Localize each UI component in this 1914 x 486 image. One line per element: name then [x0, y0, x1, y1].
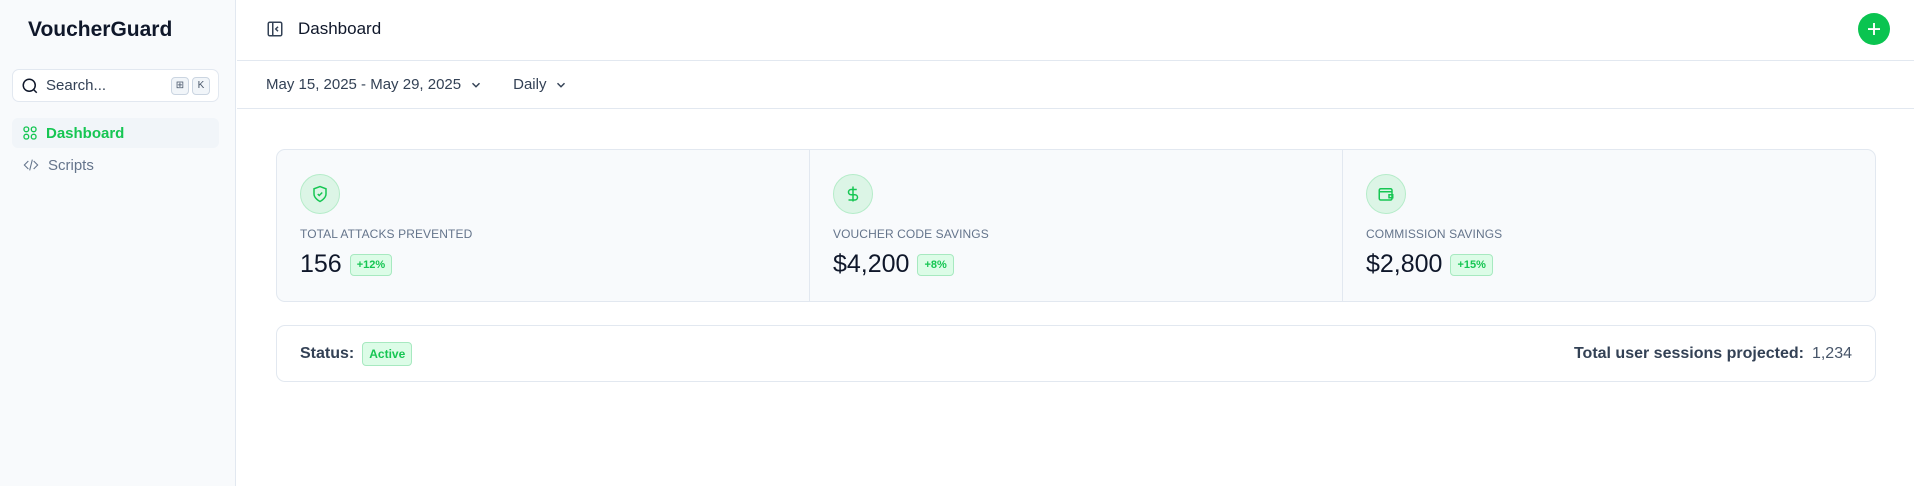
add-button[interactable] [1858, 13, 1890, 45]
stat-card-attacks: TOTAL ATTACKS PREVENTED 156 +12% [277, 150, 810, 301]
change-badge: +15% [1450, 253, 1493, 276]
stat-card-commission-savings: COMMISSION SAVINGS $2,800 +15% [1343, 150, 1875, 301]
shortcut-key-meta: ⊞ [171, 76, 189, 95]
stats-panel: TOTAL ATTACKS PREVENTED 156 +12% VOUCHER … [276, 149, 1876, 302]
date-range-picker[interactable]: May 15, 2025 - May 29, 2025 [266, 76, 483, 93]
stat-value: $4,200 [833, 250, 910, 278]
sidebar-toggle-icon[interactable] [266, 20, 284, 38]
search-input[interactable]: Search... ⊞ K [12, 69, 219, 102]
stat-icon-badge [833, 174, 873, 214]
stat-icon-badge [1366, 174, 1406, 214]
search-placeholder: Search... [46, 77, 107, 94]
interval-select[interactable]: Daily [513, 76, 568, 93]
grid-icon [23, 126, 37, 140]
status-label: Status: [300, 344, 355, 362]
change-badge: +8% [917, 253, 954, 276]
wallet-icon [1378, 188, 1394, 201]
chevron-down-icon [557, 82, 566, 88]
dollar-icon [847, 186, 859, 202]
stat-value: $2,800 [1366, 250, 1443, 278]
status-badge: Active [362, 341, 413, 366]
sidebar-item-dashboard[interactable]: Dashboard [12, 118, 219, 148]
sessions-label: Total user sessions projected: [1573, 344, 1804, 362]
change-badge: +12% [349, 253, 393, 276]
sidebar: VoucherGuard Search... ⊞ K Dashboard Scr… [0, 0, 236, 486]
stat-label: VOUCHER CODE SAVINGS [833, 227, 989, 241]
shield-check-icon [313, 185, 327, 203]
plus-icon [1868, 23, 1880, 35]
date-range-label: May 15, 2025 - May 29, 2025 [266, 76, 462, 93]
sidebar-item-scripts[interactable]: Scripts [12, 150, 219, 180]
code-icon [23, 159, 39, 171]
stat-value: 156 [300, 250, 342, 278]
sessions-value: 1,234 [1811, 344, 1852, 362]
sidebar-item-label: Dashboard [46, 124, 125, 142]
stat-label: COMMISSION SAVINGS [1366, 227, 1503, 241]
status-panel: Status: Active Total user sessions proje… [276, 325, 1876, 382]
sidebar-item-label: Scripts [48, 156, 94, 174]
shortcut-key-k: K [192, 76, 210, 95]
stat-label: TOTAL ATTACKS PREVENTED [300, 227, 473, 241]
page-title: Dashboard [298, 19, 382, 38]
filter-bar: May 15, 2025 - May 29, 2025 Daily [237, 61, 1914, 109]
chevron-down-icon [472, 82, 481, 88]
interval-label: Daily [513, 76, 547, 93]
stat-icon-badge [300, 174, 340, 214]
search-icon [22, 78, 38, 93]
top-header: Dashboard [237, 0, 1914, 61]
stat-card-voucher-savings: VOUCHER CODE SAVINGS $4,200 +8% [810, 150, 1343, 301]
brand-logo: VoucherGuard [28, 18, 173, 41]
